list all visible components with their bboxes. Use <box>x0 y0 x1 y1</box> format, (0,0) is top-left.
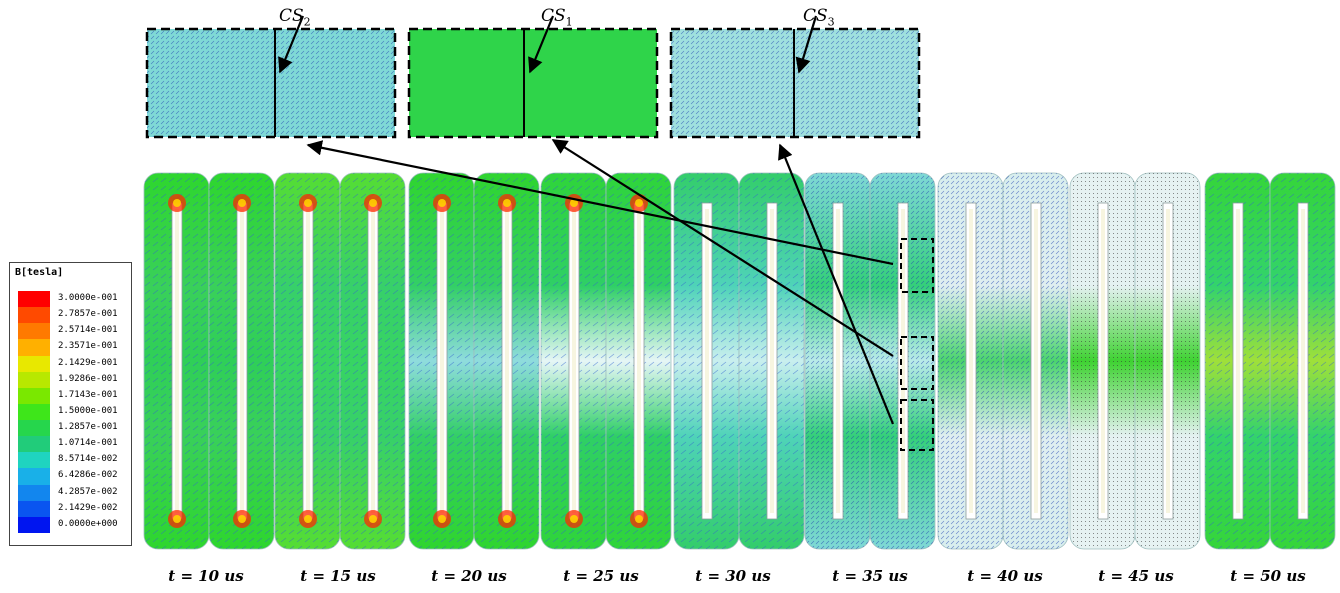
legend-value-label: 0.0000e+000 <box>58 518 118 529</box>
legend-swatch <box>18 323 50 340</box>
cross-section-label: CS2 <box>279 6 311 28</box>
legend-swatch <box>18 291 50 308</box>
zoom-panel <box>145 27 397 139</box>
time-label: t = 25 us <box>563 567 639 585</box>
legend-value-label: 1.7143e-001 <box>58 389 118 400</box>
legend-swatch <box>18 452 50 469</box>
time-label: t = 20 us <box>431 567 507 585</box>
field-snapshot <box>1204 172 1336 550</box>
time-label: t = 50 us <box>1230 567 1306 585</box>
cross-section-base: CS <box>803 6 828 26</box>
legend-colorbar <box>18 291 50 534</box>
legend-value-label: 2.7857e-001 <box>58 309 118 320</box>
legend-value-label: 2.3571e-001 <box>58 341 118 352</box>
cross-section-base: CS <box>541 6 566 26</box>
legend-swatch <box>18 468 50 486</box>
time-label: t = 15 us <box>300 567 376 585</box>
legend-value-label: 1.0714e-001 <box>58 438 118 449</box>
legend-swatch <box>18 500 50 518</box>
legend-swatch <box>18 436 50 453</box>
region-box <box>900 238 934 293</box>
arrow <box>278 15 305 74</box>
legend-swatch <box>18 403 50 421</box>
arrow <box>551 139 894 357</box>
time-label: t = 30 us <box>695 567 771 585</box>
legend-swatch <box>18 516 50 534</box>
time-label: t = 45 us <box>1098 567 1174 585</box>
legend-value-label: 1.2857e-001 <box>58 422 118 433</box>
legend-swatch <box>18 371 50 389</box>
field-snapshot <box>1069 172 1201 550</box>
legend-swatch <box>18 307 50 324</box>
cross-section-subscript: 3 <box>827 15 835 29</box>
legend-swatch <box>18 484 50 502</box>
legend-value-label: 6.4286e-002 <box>58 470 118 481</box>
legend-swatch <box>18 387 50 405</box>
legend-swatch <box>18 339 50 357</box>
legend-swatch <box>18 355 50 373</box>
arrow <box>795 15 818 74</box>
legend-value-label: 3.0000e-001 <box>58 293 118 303</box>
arrow <box>778 143 895 425</box>
region-box <box>900 336 934 390</box>
legend-value-label: 2.1429e-001 <box>58 357 118 368</box>
legend-value-label: 2.5714e-001 <box>58 325 118 336</box>
time-label: t = 35 us <box>832 567 908 585</box>
arrow <box>306 140 894 266</box>
zoom-panel <box>669 27 921 139</box>
legend-title: B[tesla] <box>15 267 64 278</box>
cross-section-label: CS3 <box>803 6 835 28</box>
field-snapshot <box>143 172 275 550</box>
time-label: t = 10 us <box>168 567 244 585</box>
field-snapshot <box>937 172 1069 550</box>
cross-section-base: CS <box>279 6 304 26</box>
field-snapshot <box>408 172 540 550</box>
cross-section-label: CS1 <box>541 6 573 28</box>
legend-value-label: 1.9286e-001 <box>58 373 118 384</box>
field-snapshot <box>540 172 672 550</box>
color-legend: B[tesla] 3.0000e-001 2.7857e-001 2.5714e-0… <box>9 262 132 546</box>
legend-value-label: 8.5714e-002 <box>58 454 118 465</box>
legend-value-label: 2.1429e-002 <box>58 502 118 513</box>
legend-value-label: 4.2857e-002 <box>58 486 118 497</box>
legend-swatch <box>18 420 50 437</box>
arrow <box>528 15 555 74</box>
field-snapshot <box>673 172 805 550</box>
legend-value-label: 1.5000e-001 <box>58 405 118 416</box>
time-label: t = 40 us <box>967 567 1043 585</box>
zoom-panel <box>407 27 659 139</box>
region-box <box>900 399 934 451</box>
field-snapshot <box>274 172 406 550</box>
field-snapshot <box>804 172 936 550</box>
cross-section-regions <box>900 238 934 451</box>
cross-section-subscript: 2 <box>303 15 311 29</box>
cross-section-subscript: 1 <box>565 15 573 29</box>
